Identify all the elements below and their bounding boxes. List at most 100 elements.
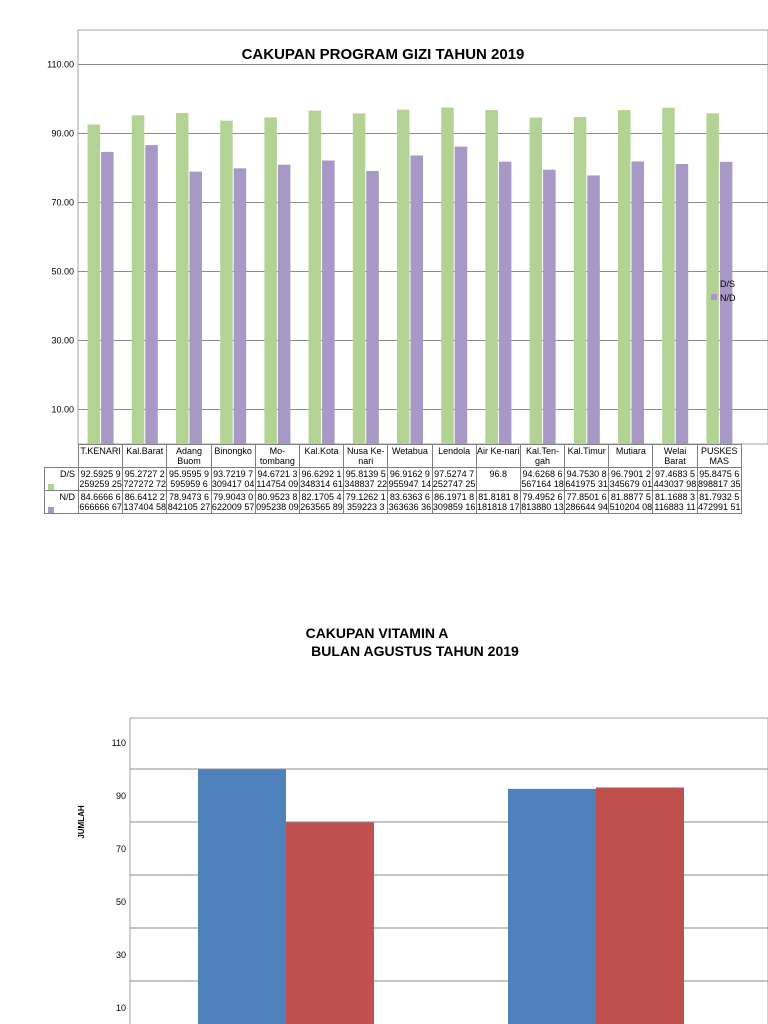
- bar-ds: [485, 110, 498, 444]
- legend: D/S N/D: [711, 279, 736, 303]
- table-cell: 86.6412 2137404 58: [122, 490, 168, 514]
- chart-title: CAKUPAN PROGRAM GIZI TAHUN 2019: [242, 46, 525, 63]
- table-cell: 95.2727 2727272 72: [122, 467, 168, 491]
- y-tick-label: 70.00: [51, 198, 74, 208]
- bar-nd: [366, 171, 379, 444]
- table-cell: 95.9595 9595959 6: [166, 467, 212, 491]
- bar-series-1: [508, 788, 596, 1024]
- table-cell: 83.6363 6363636 36: [387, 490, 433, 514]
- bar-nd: [675, 163, 689, 444]
- table-cell: 79.4952 6813880 13: [519, 490, 566, 514]
- table-cell: 79.9043 0622009 57: [210, 490, 256, 514]
- bar-ds: [131, 115, 145, 445]
- y-tick-label: 90.00: [51, 129, 74, 139]
- table-cell: 79.1262 1359223 3: [343, 490, 389, 514]
- table-cell: 77.8501 6286644 94: [564, 490, 610, 514]
- bar-ds: [352, 113, 366, 444]
- row-label-nd: N/D: [44, 490, 79, 514]
- y-tick-label: 10.00: [51, 405, 74, 415]
- bar-ds: [662, 107, 675, 444]
- table-cell: 95.8475 6898817 35: [696, 467, 742, 491]
- table-cell: 80.9523 8095238 09: [254, 490, 300, 514]
- bar-ds: [220, 120, 233, 445]
- y-tick-label: 50.00: [51, 267, 74, 277]
- bar-nd: [322, 160, 335, 444]
- bar-series-2: [596, 787, 684, 1024]
- bar-nd: [587, 175, 600, 444]
- legend-swatch-nd: [711, 294, 717, 300]
- bar-ds: [573, 117, 587, 444]
- table-cell: 92.5925 9259259 25: [77, 467, 124, 491]
- category-label: Welai Barat: [652, 444, 698, 468]
- category-label: Air Ke-nari: [475, 444, 521, 468]
- bar-nd: [719, 161, 733, 444]
- table-cell: 84.6666 6666666 67: [77, 490, 124, 514]
- data-table: T.KENARI Kal.Barat Adang Buom Binongko Mo-to…: [44, 444, 742, 514]
- y-tick-label: 30.00: [51, 336, 74, 346]
- table-cell: 93.7219 7309417 04: [210, 467, 256, 491]
- table-cell: 94.6268 6567164 18: [519, 467, 566, 491]
- bar-nd: [277, 164, 291, 444]
- table-cell: 96.7901 2345679 01: [608, 467, 654, 491]
- category-label: Lendola: [431, 444, 477, 468]
- table-cell: 82.1705 4263565 89: [298, 490, 345, 514]
- bar-nd: [233, 168, 247, 444]
- category-label: Wetabua: [387, 444, 433, 468]
- table-cell: 97.4683 5443037 98: [652, 467, 698, 491]
- table-cell: 81.8181 8181818 17: [475, 490, 521, 514]
- bar-series-1: [198, 769, 286, 1024]
- table-cell: 94.6721 3114754 09: [254, 467, 300, 491]
- bar-ds: [176, 112, 189, 444]
- bar-nd: [101, 151, 114, 444]
- category-label: T.KENARI: [77, 444, 124, 468]
- category-label: PUSKES MAS: [696, 444, 742, 468]
- y-tick-label: 110: [112, 738, 126, 748]
- category-row: T.KENARI Kal.Barat Adang Buom Binongko Mo-to…: [44, 444, 742, 468]
- category-label: Mutiara: [608, 444, 654, 468]
- legend-label-ds: D/S: [720, 279, 735, 289]
- y-tick-label: 50: [116, 897, 126, 907]
- table-cell: 95.8139 5348837 22: [343, 467, 389, 491]
- category-label: Binongko: [210, 444, 256, 468]
- bar-nd: [454, 146, 468, 444]
- bar-ds: [87, 124, 101, 445]
- table-cell: 94.7530 8641975 31: [564, 467, 610, 491]
- category-label: Kal.Barat: [122, 444, 168, 468]
- nutrition-coverage-chart: 10.00 30.00 50.00 70.00 90.00 110.00 CAKUPAN …: [47, 29, 768, 445]
- category-label: Kal.Kota: [298, 444, 345, 468]
- y-tick-label: 10: [116, 1003, 126, 1013]
- ds-row: D/S 92.5925 9259259 25 95.2727 2727272 72…: [44, 467, 742, 491]
- bar-ds: [397, 109, 410, 444]
- table-cell: 81.1688 3116883 11: [652, 490, 698, 514]
- bar-nd: [410, 155, 423, 445]
- chart-title-line1: CAKUPAN VITAMIN A: [306, 625, 449, 641]
- bar-ds: [529, 117, 543, 444]
- bar-series-2: [286, 822, 374, 1024]
- table-cell: 81.7932 5472991 51: [696, 490, 742, 514]
- table-cell: 97.5274 7252747 25: [431, 467, 477, 491]
- bar-ds: [308, 110, 322, 444]
- vitamin-a-chart: CAKUPAN VITAMIN A BULAN AGUSTUS TAHUN 20…: [77, 625, 768, 1024]
- bar-ds: [441, 107, 454, 445]
- bar-nd: [145, 145, 158, 445]
- category-label: Mo-tombang: [254, 444, 300, 468]
- bar-ds: [706, 113, 719, 444]
- bar-ds: [618, 110, 631, 445]
- row-label-ds: D/S: [44, 467, 79, 491]
- legend-label-nd: N/D: [720, 293, 736, 303]
- table-cell: 86.1971 8309859 16: [431, 490, 477, 514]
- y-axis-label: JUMLAH: [77, 805, 86, 839]
- table-cell: 81.8877 5510204 08: [608, 490, 654, 514]
- category-label: Kal.Ten-gah: [519, 444, 566, 468]
- table-cell: 96.9162 9955947 14: [387, 467, 433, 491]
- y-tick-label: 30: [116, 950, 126, 960]
- bar-nd: [543, 169, 556, 444]
- y-tick-label: 110.00: [47, 60, 74, 70]
- bar-nd: [189, 171, 202, 444]
- table-cell: 96.8: [475, 467, 521, 491]
- bar-nd: [498, 161, 512, 444]
- y-tick-label: 90: [116, 791, 126, 801]
- category-label: Nusa Ke-nari: [343, 444, 389, 468]
- bar-nd: [631, 161, 644, 444]
- category-label: Kal.Timur: [564, 444, 610, 468]
